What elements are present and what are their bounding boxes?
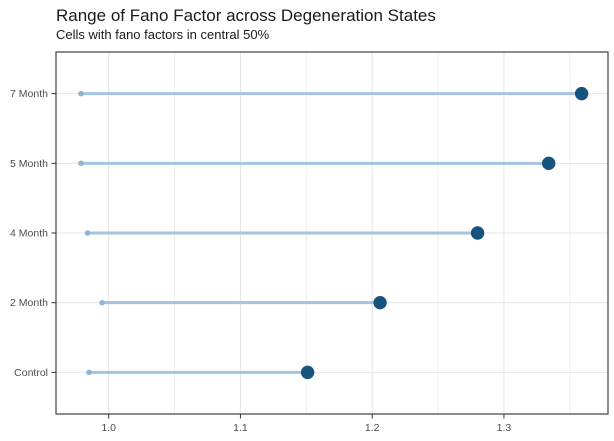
chart-title: Range of Fano Factor across Degeneration… bbox=[56, 6, 436, 25]
range-end-dot bbox=[574, 86, 589, 101]
range-end-dot bbox=[470, 226, 485, 240]
range-start-dot bbox=[78, 90, 84, 97]
range-start-dot bbox=[84, 230, 91, 236]
y-axis-category-label: 5 Month bbox=[10, 158, 48, 170]
y-axis-category-label: 7 Month bbox=[10, 88, 48, 100]
range-start-dot bbox=[86, 369, 92, 376]
range-end-dot bbox=[542, 156, 556, 171]
range-start-dot bbox=[78, 160, 84, 167]
y-axis-category-label: Control bbox=[14, 367, 48, 379]
range-end-dot bbox=[300, 365, 315, 380]
range-end-dot bbox=[373, 295, 387, 310]
y-axis-category-label: 2 Month bbox=[10, 297, 48, 309]
x-axis-tick-label: 1.2 bbox=[365, 422, 380, 434]
x-axis-tick-label: 1.0 bbox=[101, 422, 116, 434]
chart-subtitle: Cells with fano factors in central 50% bbox=[56, 27, 270, 42]
range-start-dot bbox=[99, 299, 105, 306]
x-axis-tick-label: 1.3 bbox=[497, 422, 512, 434]
x-axis-tick-label: 1.1 bbox=[233, 422, 248, 434]
y-axis-category-label: 4 Month bbox=[10, 228, 48, 240]
